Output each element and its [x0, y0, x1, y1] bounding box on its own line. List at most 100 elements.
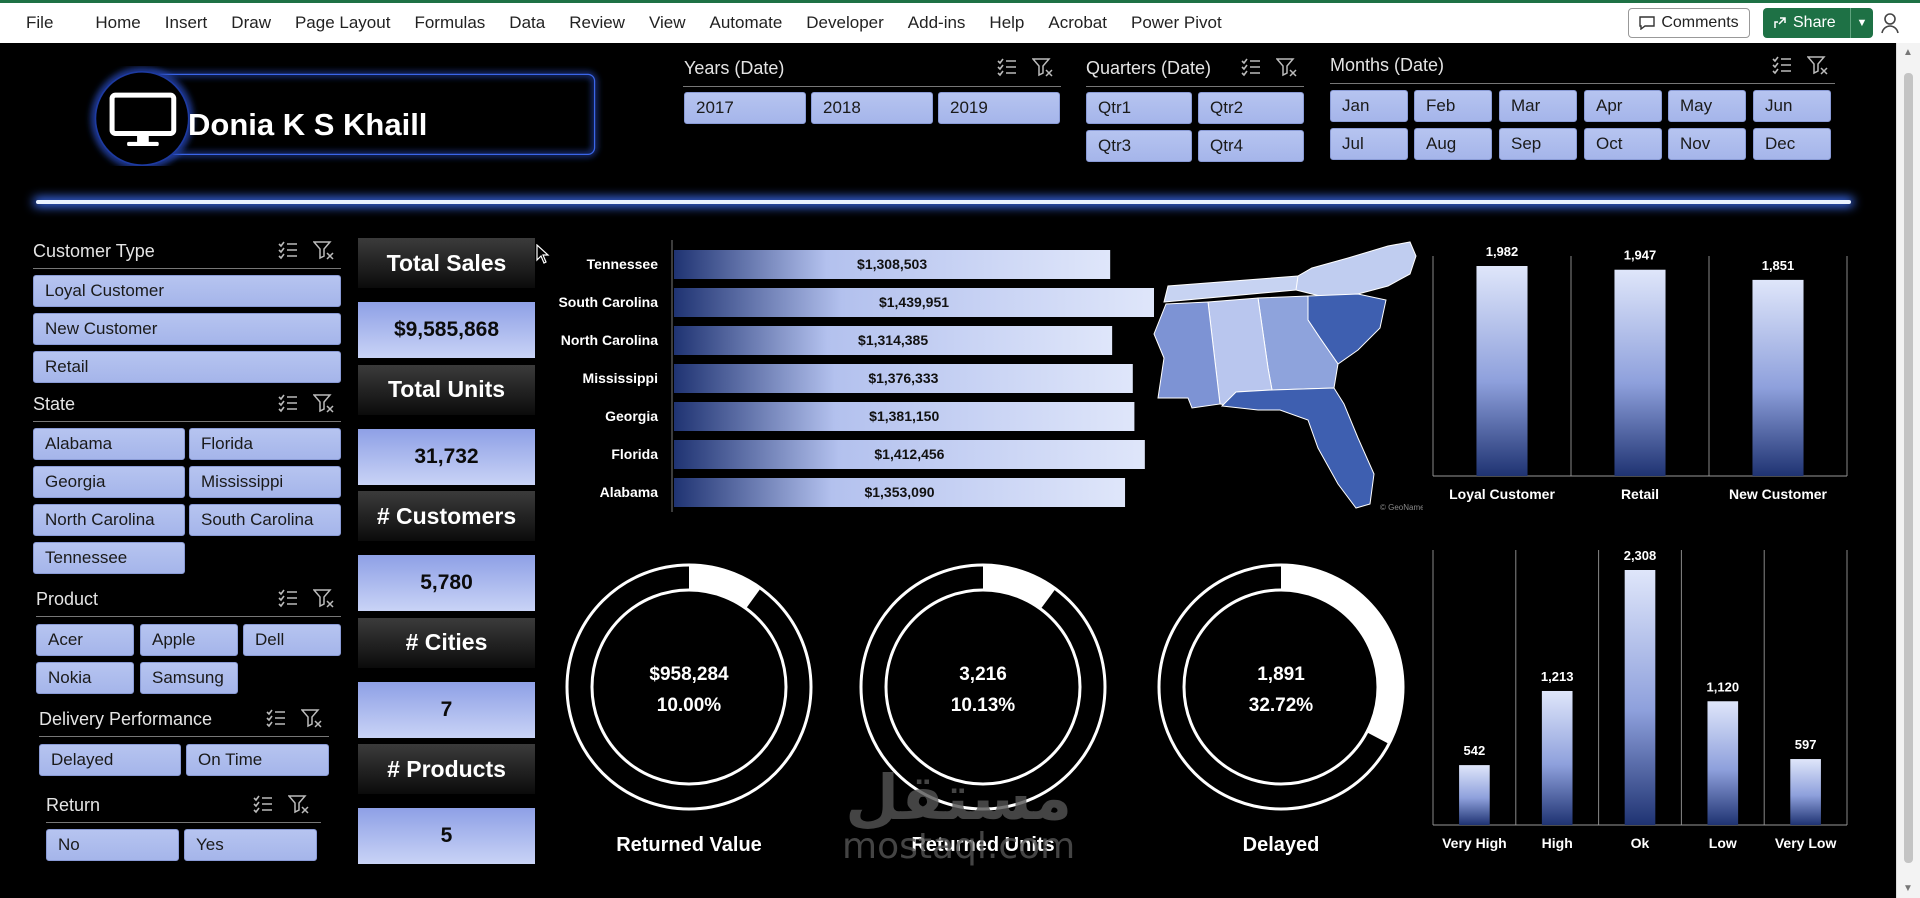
state-bar-value: $1,439,951 [879, 294, 949, 310]
multi-select-icon[interactable] [996, 57, 1018, 77]
months-chip-feb[interactable]: Feb [1414, 90, 1492, 122]
kpi-label-4: # Products [358, 744, 535, 794]
clear-filter-icon[interactable] [313, 393, 335, 413]
menu-automate[interactable]: Automate [709, 13, 783, 32]
return-chip-no[interactable]: No [46, 829, 179, 861]
months-chip-nov[interactable]: Nov [1668, 128, 1746, 160]
customer-type-chip-new-customer[interactable]: New Customer [33, 313, 341, 345]
southeast-states-map: © GeoNames [1153, 241, 1423, 512]
menu-file[interactable]: File [26, 13, 54, 32]
menu-draw[interactable]: Draw [231, 13, 271, 32]
years-chip-2017[interactable]: 2017 [684, 92, 806, 124]
years-chip-2019[interactable]: 2019 [938, 92, 1060, 124]
watermark-latin: mostaql.com [842, 826, 1076, 867]
months-chip-may[interactable]: May [1668, 90, 1746, 122]
state-bar-label: Georgia [605, 408, 658, 424]
state-chip-alabama[interactable]: Alabama [33, 428, 185, 460]
menu-home[interactable]: Home [95, 13, 141, 32]
menu-power-pivot[interactable]: Power Pivot [1130, 13, 1222, 32]
months-chip-aug[interactable]: Aug [1414, 128, 1492, 160]
state-chip-georgia[interactable]: Georgia [33, 466, 185, 498]
months-chip-oct[interactable]: Oct [1584, 128, 1662, 160]
clear-filter-icon[interactable] [1032, 57, 1054, 77]
state-chip-south-carolina[interactable]: South Carolina [189, 504, 341, 536]
menu-formulas[interactable]: Formulas [414, 13, 486, 32]
menu-view[interactable]: View [648, 13, 686, 32]
delivery-chip-delayed[interactable]: Delayed [39, 744, 181, 776]
bar-category-label: Very Low [1775, 835, 1837, 851]
clear-filter-icon[interactable] [1807, 55, 1829, 75]
scroll-up-icon[interactable]: ▲ [1903, 47, 1913, 58]
product-chip-nokia[interactable]: Nokia [36, 662, 134, 694]
clear-filter-icon[interactable] [1276, 57, 1298, 77]
quarters-chip-qtr3[interactable]: Qtr3 [1086, 130, 1192, 162]
multi-select-icon[interactable] [1771, 55, 1793, 75]
clear-filter-icon[interactable] [313, 588, 335, 608]
donut-segment [1281, 565, 1403, 744]
menu-page-layout[interactable]: Page Layout [294, 13, 391, 32]
months-chip-sep[interactable]: Sep [1499, 128, 1577, 160]
months-slicer-title: Months (Date) [1330, 55, 1445, 75]
menu-insert[interactable]: Insert [164, 13, 208, 32]
delivery-slicer-controls [265, 708, 323, 728]
vertical-scrollbar[interactable]: ▲ ▼ [1896, 43, 1920, 898]
menu-acrobat[interactable]: Acrobat [1048, 13, 1107, 32]
comments-button[interactable]: Comments [1628, 8, 1750, 38]
months-chip-jul[interactable]: Jul [1330, 128, 1408, 160]
menu-add-ins[interactable]: Add-ins [907, 13, 966, 32]
kpi-value-3: 7 [358, 681, 535, 738]
multi-select-icon[interactable] [277, 393, 299, 413]
clear-filter-icon[interactable] [301, 708, 323, 728]
state-chip-north-carolina[interactable]: North Carolina [33, 504, 185, 536]
share-dropdown-chevron-icon[interactable]: ▼ [1850, 8, 1873, 38]
years-chip-2018[interactable]: 2018 [811, 92, 933, 124]
coauthor-icon[interactable] [1880, 11, 1904, 35]
scrollbar-thumb[interactable] [1904, 73, 1913, 863]
kpi-value-0: $9,585,868 [358, 302, 535, 358]
state-bar-value: $1,353,090 [864, 484, 934, 500]
bar-category-label: Low [1709, 835, 1737, 851]
scroll-down-icon[interactable]: ▼ [1903, 883, 1913, 894]
menu-help[interactable]: Help [989, 13, 1025, 32]
months-chip-dec[interactable]: Dec [1753, 128, 1831, 160]
multi-select-icon[interactable] [252, 794, 274, 814]
product-chip-acer[interactable]: Acer [36, 624, 134, 656]
menu-developer[interactable]: Developer [806, 13, 884, 32]
quarters-chip-qtr4[interactable]: Qtr4 [1198, 130, 1304, 162]
menu-data[interactable]: Data [509, 13, 546, 32]
months-chip-jun[interactable]: Jun [1753, 90, 1831, 122]
bar-value-label: 1,947 [1624, 248, 1657, 263]
quarters-chip-qtr1[interactable]: Qtr1 [1086, 92, 1192, 124]
customer-type-chip-loyal-customer[interactable]: Loyal Customer [33, 275, 341, 307]
months-chip-mar[interactable]: Mar [1499, 90, 1577, 122]
multi-select-icon[interactable] [265, 708, 287, 728]
state-bar-value: $1,308,503 [857, 256, 927, 272]
multi-select-icon[interactable] [277, 240, 299, 260]
months-chip-jan[interactable]: Jan [1330, 90, 1408, 122]
comments-label: Comments [1661, 14, 1739, 31]
state-bar-label: Alabama [600, 484, 659, 500]
clear-filter-icon[interactable] [313, 240, 335, 260]
product-chip-apple[interactable]: Apple [140, 624, 238, 656]
clear-filter-icon[interactable] [288, 794, 310, 814]
state-chip-mississippi[interactable]: Mississippi [189, 466, 341, 498]
state-bar-value: $1,412,456 [874, 446, 944, 462]
state-bar [674, 364, 1133, 393]
delivery-chip-on-time[interactable]: On Time [186, 744, 329, 776]
multi-select-icon[interactable] [277, 588, 299, 608]
bar-value-label: 1,120 [1707, 679, 1740, 694]
quarters-chip-qtr2[interactable]: Qtr2 [1198, 92, 1304, 124]
multi-select-icon[interactable] [1240, 57, 1262, 77]
customer-type-chip-retail[interactable]: Retail [33, 351, 341, 383]
return-chip-yes[interactable]: Yes [184, 829, 317, 861]
product-chip-samsung[interactable]: Samsung [140, 662, 238, 694]
share-button[interactable]: Share ▼ [1763, 8, 1873, 38]
state-bar-value: $1,314,385 [858, 332, 928, 348]
menu-review[interactable]: Review [569, 13, 625, 32]
state-chip-florida[interactable]: Florida [189, 428, 341, 460]
state-chip-tennessee[interactable]: Tennessee [33, 542, 185, 574]
product-chip-dell[interactable]: Dell [243, 624, 341, 656]
mouse-cursor-icon [536, 244, 550, 264]
ribbon-menu: File Home Insert Draw Page Layout Formulas Dat… [0, 3, 1234, 43]
months-chip-apr[interactable]: Apr [1584, 90, 1662, 122]
